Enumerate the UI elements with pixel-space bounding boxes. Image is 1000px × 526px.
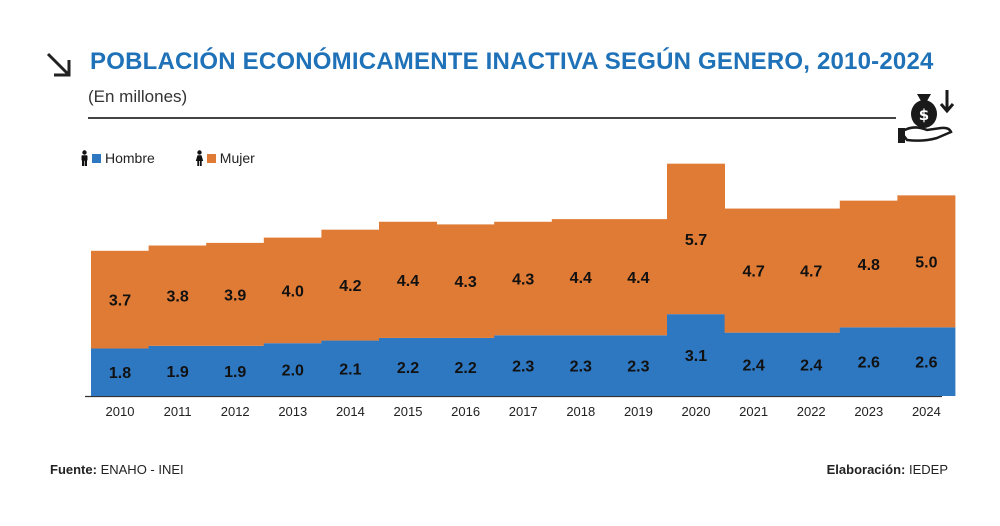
bar-mujer-2015 (379, 221, 437, 338)
x-tick-label-2023: 2023 (854, 404, 883, 419)
bar-mujer-2012 (206, 242, 265, 346)
legend-swatch-hombre (92, 153, 101, 163)
data-label-mujer-2023: 4.8 (858, 257, 880, 274)
credit-note: Elaboración: IEDEP (827, 462, 948, 477)
data-label-mujer-2016: 4.3 (454, 274, 476, 291)
data-label-hombre-2013: 2.0 (282, 363, 304, 380)
bar-hombre-2015 (379, 337, 437, 396)
x-tick-label-2022: 2022 (797, 404, 826, 419)
source-label: Fuente: (50, 462, 97, 477)
chart-subtitle: (En millones) (88, 87, 188, 106)
x-tick-label-2021: 2021 (739, 404, 768, 419)
bar-hombre-2020 (667, 314, 725, 396)
data-label-hombre-2024: 2.6 (915, 355, 937, 372)
bar-hombre-2024 (897, 327, 956, 396)
x-tick-label-2016: 2016 (451, 404, 480, 419)
x-tick-label-2017: 2017 (509, 404, 538, 419)
bar-hombre-2017 (494, 335, 553, 396)
male-person-icon (81, 150, 88, 166)
data-label-hombre-2019: 2.3 (627, 359, 649, 376)
bar-mujer-2014 (321, 229, 380, 341)
data-label-hombre-2021: 2.4 (742, 357, 764, 374)
source-note: Fuente: ENAHO - INEI (50, 462, 184, 477)
credit-label: Elaboración: (826, 462, 906, 477)
svg-text:$: $ (919, 106, 929, 124)
legend-item-hombre: Hombre (80, 150, 155, 166)
bar-mujer-2016 (436, 224, 495, 338)
bar-mujer-2019 (609, 219, 668, 336)
female-person-icon (195, 150, 203, 166)
data-label-hombre-2023: 2.6 (858, 355, 880, 372)
bar-hombre-2021 (724, 332, 783, 396)
bar-hombre-2018 (551, 335, 610, 396)
data-label-mujer-2010: 3.7 (109, 293, 131, 310)
money-bag-hand-icon: $ (898, 90, 955, 143)
x-tick-label-2024: 2024 (912, 404, 941, 419)
bar-hombre-2011 (148, 345, 207, 396)
bar-hombre-2014 (321, 340, 380, 396)
arrow-down-right-icon (46, 52, 71, 77)
data-label-hombre-2022: 2.4 (800, 357, 822, 374)
data-label-mujer-2012: 3.9 (224, 287, 246, 304)
data-label-hombre-2020: 3.1 (685, 348, 707, 365)
bar-mujer-2024 (897, 195, 956, 328)
bar-hombre-2019 (609, 335, 668, 396)
title-divider (88, 117, 896, 119)
data-label-hombre-2016: 2.2 (454, 360, 476, 377)
data-label-mujer-2018: 4.4 (570, 270, 592, 287)
bar-hombre-2012 (206, 345, 265, 396)
data-label-hombre-2017: 2.3 (512, 359, 534, 376)
data-label-mujer-2015: 4.4 (397, 273, 419, 290)
bar-hombre-2013 (263, 343, 322, 396)
data-label-mujer-2019: 4.4 (627, 270, 649, 287)
data-label-hombre-2018: 2.3 (570, 359, 592, 376)
x-tick-label-2015: 2015 (394, 404, 423, 419)
bar-mujer-2020 (667, 163, 725, 315)
data-label-hombre-2011: 1.9 (166, 364, 188, 381)
x-tick-label-2020: 2020 (682, 404, 711, 419)
bar-mujer-2023 (839, 200, 898, 328)
bar-mujer-2013 (263, 237, 322, 344)
data-label-mujer-2013: 4.0 (282, 283, 304, 300)
legend-label-hombre: Hombre (105, 150, 155, 166)
legend-swatch-mujer (206, 153, 216, 163)
bar-mujer-2022 (782, 208, 841, 333)
chart-title: POBLACIÓN ECONÓMICAMENTE INACTIVA SEGÚN … (90, 48, 934, 75)
x-tick-label-2019: 2019 (624, 404, 653, 419)
data-label-mujer-2021: 4.7 (742, 264, 764, 281)
bar-hombre-2022 (782, 332, 841, 396)
bar-mujer-2017 (494, 221, 553, 336)
x-tick-label-2018: 2018 (566, 404, 595, 419)
bar-hombre-2023 (839, 327, 898, 396)
bar-hombre-2016 (436, 337, 495, 396)
bar-mujer-2018 (551, 219, 610, 336)
bar-mujer-2011 (148, 245, 207, 346)
data-label-hombre-2015: 2.2 (397, 360, 419, 377)
credit-value: IEDEP (908, 462, 948, 477)
bar-mujer-2021 (724, 208, 783, 333)
data-label-hombre-2010: 1.8 (109, 365, 131, 382)
legend-label-mujer: Mujer (219, 150, 255, 166)
data-label-mujer-2020: 5.7 (685, 232, 707, 249)
bar-hombre-2010 (91, 348, 149, 396)
x-tick-label-2011: 2011 (164, 404, 192, 419)
data-label-mujer-2011: 3.8 (166, 289, 188, 306)
data-label-hombre-2014: 2.1 (339, 361, 361, 378)
data-label-hombre-2012: 1.9 (224, 364, 246, 381)
legend-item-mujer: Mujer (195, 150, 255, 166)
data-label-mujer-2022: 4.7 (800, 264, 822, 281)
x-tick-label-2012: 2012 (221, 404, 250, 419)
x-tick-label-2010: 2010 (106, 404, 135, 419)
bar-mujer-2010 (91, 250, 149, 349)
x-tick-label-2014: 2014 (336, 404, 365, 419)
data-label-mujer-2014: 4.2 (339, 278, 361, 295)
source-value: ENAHO - INEI (100, 462, 184, 477)
chart-legend: Hombre Mujer (80, 150, 295, 166)
data-label-mujer-2024: 5.0 (915, 254, 937, 271)
data-label-mujer-2017: 4.3 (512, 272, 534, 289)
x-tick-label-2013: 2013 (278, 404, 307, 419)
